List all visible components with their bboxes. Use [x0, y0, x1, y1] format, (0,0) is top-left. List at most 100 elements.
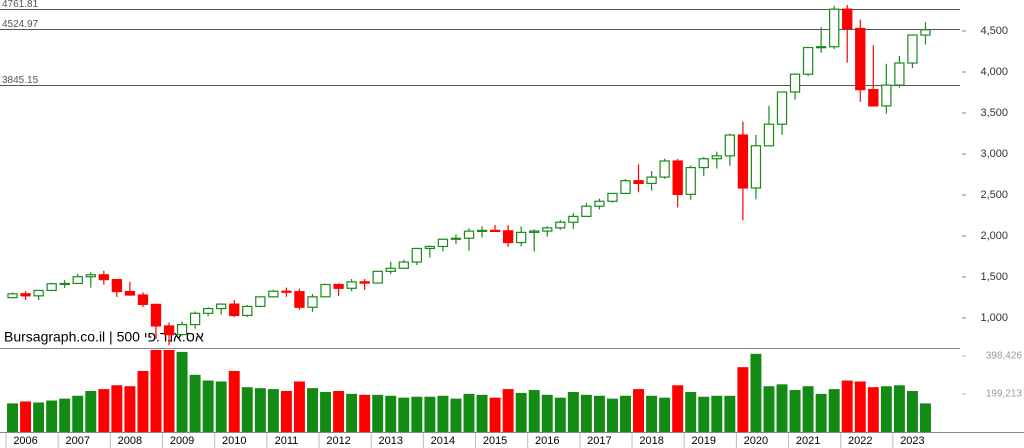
- volume-bar: [228, 370, 240, 432]
- x-tick-label: 2009: [170, 435, 194, 447]
- volume-bar: [163, 350, 175, 432]
- candle-body: [59, 282, 70, 286]
- candle-body: [281, 290, 292, 293]
- volume-bar: [450, 398, 462, 432]
- candle-body: [85, 274, 96, 278]
- volume-bar: [202, 380, 214, 432]
- volume-bar: [802, 386, 814, 432]
- x-tick-label: 2022: [848, 435, 872, 447]
- x-tick-label: 2023: [900, 435, 924, 447]
- candle-body: [229, 303, 240, 317]
- candle-body: [20, 293, 31, 297]
- candle-body: [33, 289, 44, 297]
- candle-body: [137, 294, 149, 305]
- candle-body: [216, 303, 227, 310]
- x-tick-label: 2011: [275, 435, 299, 447]
- reference-label: 3845.15: [2, 75, 39, 86]
- x-tick-label: 2017: [587, 435, 611, 447]
- volume-bar: [189, 374, 201, 432]
- x-tick-label: 2020: [744, 435, 768, 447]
- volume-bar: [828, 389, 840, 432]
- volume-bar: [124, 386, 136, 432]
- y-tick-label: 1,500: [980, 271, 1008, 283]
- candle-body: [385, 267, 396, 272]
- volume-bar: [476, 394, 488, 432]
- candle-body: [620, 180, 631, 195]
- volume-bar: [85, 391, 97, 432]
- candle-body: [581, 205, 592, 217]
- volume-bar: [685, 391, 697, 432]
- candle-body: [920, 29, 931, 36]
- candle-body: [98, 274, 109, 281]
- candle-body: [72, 276, 83, 285]
- volume-bar: [750, 353, 762, 432]
- candle-body: [333, 283, 344, 289]
- volume-bar: [150, 350, 162, 432]
- x-tick-label: 2007: [65, 435, 89, 447]
- x-tick-label: 2016: [535, 435, 559, 447]
- volume-bar: [711, 395, 723, 432]
- y-tick-label: 4,000: [980, 66, 1008, 78]
- candle-body: [842, 8, 853, 30]
- volume-bar: [698, 396, 710, 432]
- volume-bar: [176, 351, 188, 432]
- volume-bar: [541, 394, 553, 432]
- x-tick-label: 2018: [639, 435, 663, 447]
- candle-body: [476, 229, 488, 233]
- volume-bar: [776, 384, 788, 432]
- candle-body: [894, 62, 905, 86]
- volume-bar: [59, 398, 71, 432]
- candle-body: [855, 27, 866, 91]
- candle-body: [124, 290, 136, 296]
- x-tick-label: 2015: [483, 435, 507, 447]
- candle-body: [176, 324, 188, 336]
- candle-body: [881, 84, 892, 107]
- volume-bar: [463, 393, 475, 432]
- y-tick-label: 2,500: [980, 189, 1008, 201]
- volume-bar: [489, 397, 501, 432]
- candle-body: [372, 270, 383, 284]
- volume-bar: [620, 395, 631, 432]
- volume-bar: [815, 393, 827, 432]
- candle-body: [320, 283, 331, 298]
- volume-bar: [515, 392, 527, 432]
- candle-body: [633, 180, 644, 185]
- volume-tick-label: 398,426: [986, 351, 1023, 362]
- volume-bar: [215, 381, 227, 432]
- volume-bar: [789, 390, 801, 432]
- candle-body: [7, 293, 18, 299]
- candle-body: [529, 230, 540, 233]
- candle-body: [502, 230, 514, 244]
- volume-bar: [267, 389, 279, 432]
- volume-bar: [33, 402, 45, 432]
- volume-bar: [111, 385, 123, 432]
- candle-body: [789, 73, 801, 93]
- volume-bar: [593, 395, 605, 432]
- candle-body: [829, 8, 840, 48]
- candle-body: [685, 166, 696, 196]
- candle-body: [724, 134, 736, 157]
- candle-body: [424, 245, 436, 250]
- volume-bar: [137, 370, 149, 432]
- y-tick-label: 2,000: [980, 230, 1008, 242]
- x-tick-label: 2021: [796, 435, 820, 447]
- volume-bar: [906, 391, 918, 432]
- volume-bar: [737, 367, 749, 432]
- volume-bar: [280, 391, 292, 432]
- candle-body: [594, 200, 605, 207]
- volume-bar: [672, 385, 684, 432]
- volume-bar: [554, 397, 566, 432]
- candle-body: [659, 160, 670, 178]
- candle-body: [202, 307, 214, 314]
- volume-bar: [72, 395, 84, 432]
- volume-bar: [411, 396, 423, 432]
- candle-body: [463, 230, 475, 239]
- reference-label: 4761.81: [2, 0, 39, 10]
- reference-label: 4524.97: [2, 19, 39, 30]
- candle-body: [359, 281, 370, 284]
- volume-bar: [763, 386, 775, 432]
- candle-body: [189, 312, 201, 326]
- candle-body: [307, 296, 318, 308]
- candle-body: [163, 325, 175, 336]
